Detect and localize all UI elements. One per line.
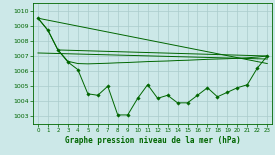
X-axis label: Graphe pression niveau de la mer (hPa): Graphe pression niveau de la mer (hPa) (65, 136, 241, 145)
